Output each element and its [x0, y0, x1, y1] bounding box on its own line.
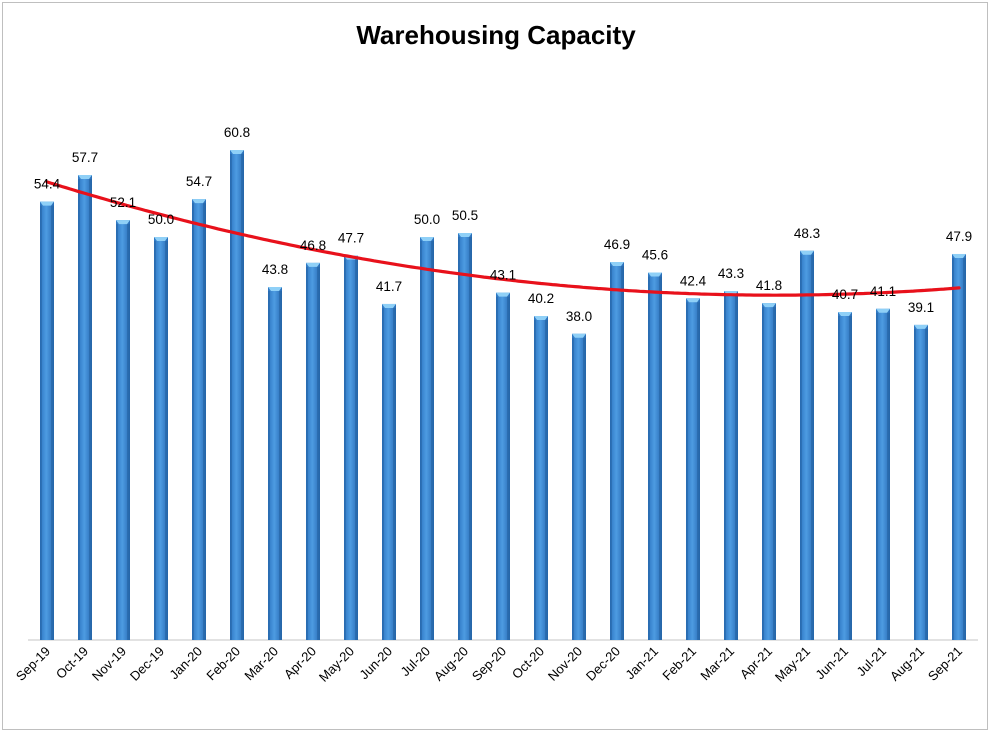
bar: [382, 303, 396, 640]
bar: [610, 262, 624, 640]
data-label: 39.1: [908, 300, 934, 315]
x-tick-label: Aug-20: [431, 644, 471, 684]
x-tick-label: Nov-19: [89, 644, 129, 684]
bar: [838, 312, 852, 640]
x-tick-label: May-21: [772, 644, 813, 685]
data-label: 41.1: [870, 284, 896, 299]
bar: [724, 291, 738, 640]
bar: [344, 255, 358, 640]
bar: [40, 201, 54, 640]
bar: [800, 250, 814, 640]
data-label: 42.4: [680, 273, 707, 288]
x-tick-label: Mar-21: [697, 644, 737, 684]
data-label: 46.8: [300, 238, 326, 253]
data-label: 50.5: [452, 208, 478, 223]
bar: [914, 324, 928, 640]
bar: [268, 287, 282, 640]
data-label: 50.0: [148, 212, 174, 227]
data-label: 54.7: [186, 174, 212, 189]
bar: [458, 233, 472, 640]
chart-title: Warehousing Capacity: [356, 20, 636, 50]
data-label: 45.6: [642, 248, 668, 263]
x-tick-label: Jun-21: [812, 644, 851, 683]
data-label: 54.4: [34, 177, 61, 192]
data-label: 41.7: [376, 279, 402, 294]
bar: [306, 262, 320, 640]
bar: [952, 253, 966, 640]
data-label: 52.1: [110, 195, 136, 210]
bar: [496, 292, 510, 640]
data-label: 57.7: [72, 150, 98, 165]
x-tick-label: Dec-20: [583, 644, 623, 684]
data-label: 60.8: [224, 125, 250, 140]
x-tick-label: Jan-20: [166, 644, 205, 683]
bar: [572, 333, 586, 640]
x-tick-label: Jul-20: [397, 644, 433, 680]
bar: [78, 175, 92, 640]
data-label: 43.3: [718, 266, 744, 281]
bar: [762, 303, 776, 640]
x-tick-label: Apr-21: [737, 644, 775, 682]
x-tick-label: Jul-21: [853, 644, 889, 680]
x-tick-label: May-20: [316, 644, 357, 685]
x-tick-label: Oct-19: [53, 644, 91, 682]
data-label: 43.8: [262, 262, 288, 277]
x-tick-label: Jan-21: [622, 644, 661, 683]
x-tick-label: Mar-20: [241, 644, 281, 684]
data-label: 40.2: [528, 291, 554, 306]
x-tick-label: Jun-20: [356, 644, 395, 683]
data-label: 47.7: [338, 231, 364, 246]
bar: [534, 316, 548, 640]
x-tick-label: Sep-20: [469, 644, 509, 684]
x-tick-label: Apr-20: [281, 644, 319, 682]
bar: [420, 237, 434, 640]
bar: [648, 272, 662, 640]
x-tick-label: Feb-21: [659, 644, 699, 684]
data-label: 40.7: [832, 287, 858, 302]
x-tick-label: Oct-20: [509, 644, 547, 682]
x-tick-label: Feb-20: [203, 644, 243, 684]
bar: [116, 220, 130, 640]
data-label: 38.0: [566, 309, 592, 324]
trendline: [45, 180, 961, 297]
data-label: 47.9: [946, 229, 972, 244]
data-label: 41.8: [756, 278, 782, 293]
x-tick-label: Sep-19: [13, 644, 53, 684]
x-tick-label: Dec-19: [127, 644, 167, 684]
data-label: 50.0: [414, 212, 440, 227]
data-label: 48.3: [794, 226, 820, 241]
x-tick-label: Nov-20: [545, 644, 585, 684]
x-tick-label: Sep-21: [925, 644, 965, 684]
x-tick-label: Aug-21: [887, 644, 927, 684]
bar: [154, 237, 168, 640]
data-label: 43.1: [490, 268, 516, 283]
bar: [686, 298, 700, 640]
bar: [192, 199, 206, 640]
data-label: 46.9: [604, 237, 630, 252]
bar: [876, 308, 890, 640]
bar: [230, 150, 244, 640]
